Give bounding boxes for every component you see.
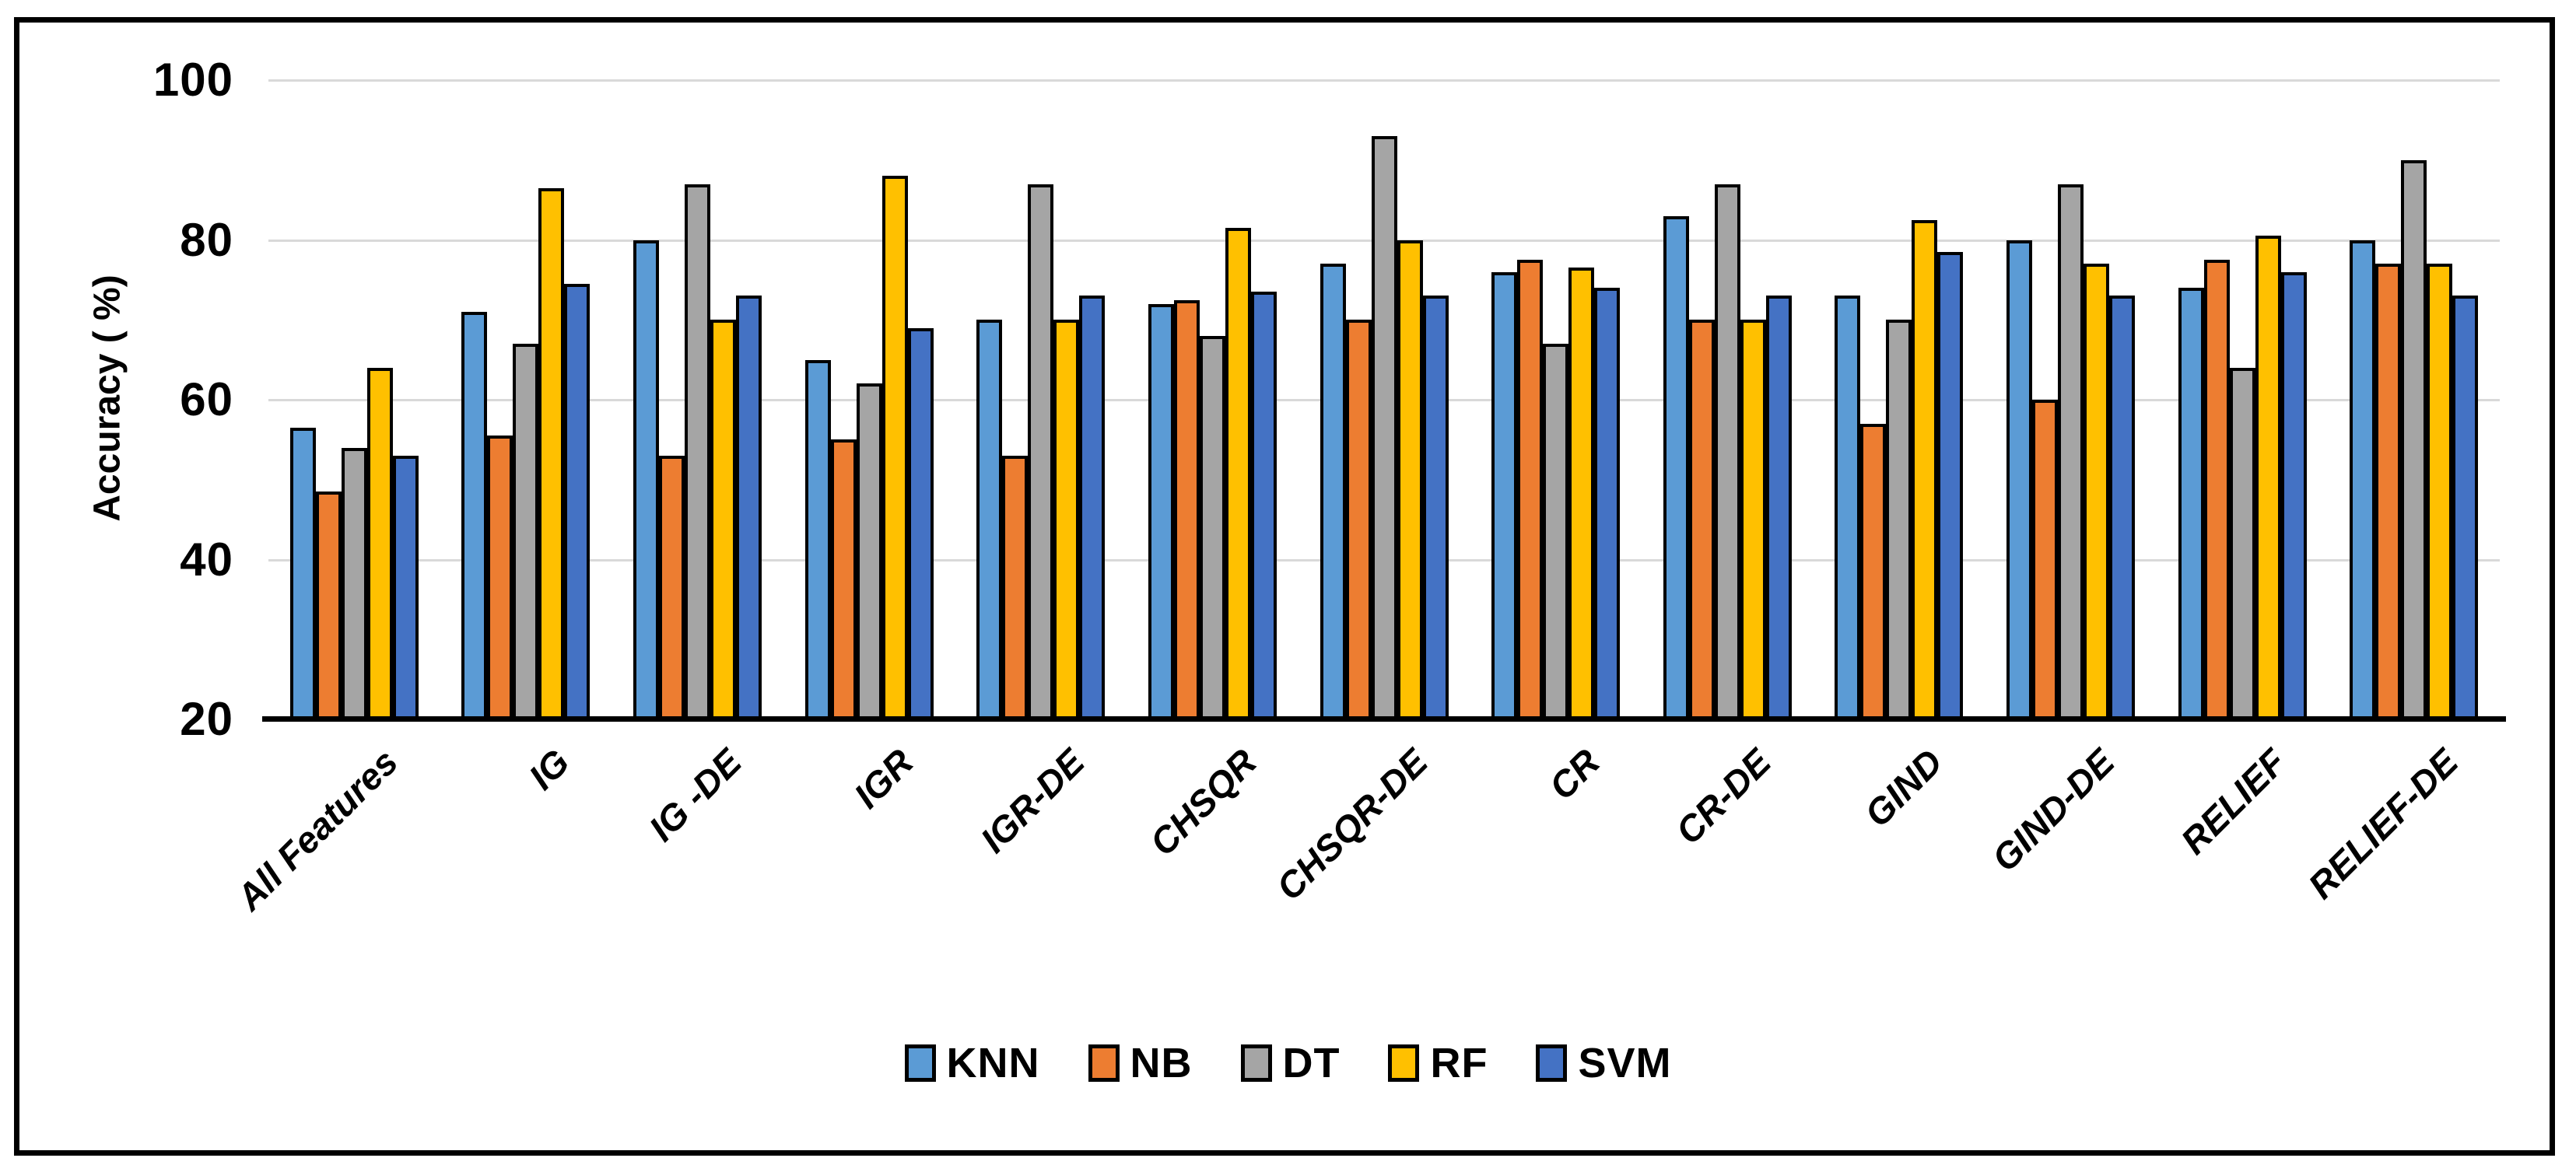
legend-item-knn: KNN (904, 1039, 1040, 1087)
legend-item-svm: SVM (1536, 1039, 1671, 1087)
bar-rf-cr-de (1740, 320, 1766, 719)
bar-dt-relief (2229, 367, 2255, 719)
bar-nb-ig (487, 436, 513, 719)
bar-knn-ig-de (633, 240, 660, 719)
legend-label-knn: KNN (946, 1040, 1040, 1086)
legend-label-svm: SVM (1578, 1040, 1672, 1086)
bar-knn-gind (1835, 296, 1861, 719)
bar-dt-ig (513, 344, 539, 719)
bar-nb-igr-de (1002, 455, 1029, 719)
bar-knn-chsqr-de (1320, 264, 1346, 719)
legend-swatch-rf-icon (1388, 1044, 1420, 1082)
bar-dt-igr-de (1028, 184, 1054, 719)
gridline-100 (268, 79, 2500, 82)
legend-label-nb: NB (1130, 1040, 1193, 1086)
bar-knn-igr (804, 359, 831, 719)
bar-nb-gind-de (2031, 400, 2058, 719)
bar-nb-relief-de (2375, 264, 2402, 719)
bar-nb-chsqr (1173, 299, 1200, 719)
bar-rf-all-features (366, 367, 393, 719)
legend-label-rf: RF (1430, 1040, 1488, 1086)
bar-rf-ig (538, 187, 565, 719)
legend-label-dt: DT (1282, 1040, 1341, 1086)
bar-rf-relief (2255, 236, 2281, 719)
bar-dt-gind-de (2057, 184, 2084, 719)
bar-svm-igr (907, 327, 934, 719)
bar-rf-gind (1912, 219, 1938, 719)
x-axis-line (262, 716, 2506, 722)
bar-rf-cr (1568, 268, 1595, 719)
bar-rf-relief-de (2427, 264, 2453, 719)
bar-svm-relief-de (2452, 296, 2479, 719)
bar-dt-all-features (341, 447, 367, 719)
bar-svm-ig-de (736, 296, 762, 719)
legend-item-rf: RF (1388, 1039, 1488, 1087)
bar-dt-ig-de (685, 184, 711, 719)
y-tick-label-20: 20 (180, 693, 233, 745)
bar-svm-all-features (392, 455, 419, 719)
bar-rf-chsqr (1225, 228, 1251, 719)
bar-svm-ig (564, 284, 591, 719)
bar-knn-igr-de (976, 320, 1003, 719)
y-tick-label-40: 40 (180, 533, 233, 586)
bar-rf-gind-de (2083, 264, 2109, 719)
bar-svm-cr-de (1765, 296, 1792, 719)
bar-rf-ig-de (710, 320, 737, 719)
bar-nb-igr (830, 439, 857, 719)
bar-knn-cr (1491, 271, 1518, 719)
bar-dt-cr (1543, 344, 1569, 719)
bar-dt-gind (1886, 320, 1912, 719)
bar-dt-relief-de (2401, 159, 2427, 719)
legend: KNN NB DT RF SVM (0, 1039, 2576, 1087)
bar-nb-cr (1517, 260, 1544, 719)
bar-nb-chsqr-de (1345, 320, 1372, 719)
bar-svm-gind-de (2108, 296, 2135, 719)
bar-svm-igr-de (1079, 296, 1106, 719)
bar-rf-igr-de (1053, 320, 1080, 719)
bar-knn-ig (461, 311, 488, 719)
bar-knn-relief (2178, 288, 2204, 719)
legend-swatch-nb-icon (1088, 1044, 1120, 1082)
bar-dt-chsqr-de (1371, 135, 1397, 719)
bar-nb-gind (1860, 423, 1887, 719)
bar-rf-chsqr-de (1397, 240, 1423, 719)
bar-knn-all-features (289, 427, 316, 719)
legend-item-dt: DT (1240, 1039, 1341, 1087)
bar-svm-chsqr-de (1422, 296, 1449, 719)
bar-nb-cr-de (1688, 320, 1715, 719)
bar-nb-all-features (315, 492, 342, 719)
legend-swatch-knn-icon (904, 1044, 936, 1082)
bar-nb-relief (2203, 260, 2230, 719)
legend-swatch-svm-icon (1536, 1044, 1568, 1082)
chart-outer-border (14, 17, 2555, 1156)
bar-knn-cr-de (1663, 215, 1689, 719)
legend-swatch-dt-icon (1240, 1044, 1272, 1082)
bar-rf-igr (881, 176, 908, 719)
y-tick-label-100: 100 (152, 54, 233, 106)
bar-nb-ig-de (659, 455, 685, 719)
bar-dt-igr (856, 383, 882, 719)
plot-area (268, 79, 2500, 719)
bar-svm-gind (1937, 251, 1964, 719)
bar-dt-cr-de (1714, 184, 1740, 719)
bar-knn-relief-de (2350, 240, 2376, 719)
bar-dt-chsqr (1199, 335, 1225, 719)
bar-svm-chsqr (1250, 292, 1277, 719)
bar-svm-relief (2280, 271, 2307, 719)
bar-knn-chsqr (1148, 303, 1174, 719)
y-tick-label-80: 80 (180, 213, 233, 266)
y-tick-label-60: 60 (180, 373, 233, 425)
bar-knn-gind-de (2006, 240, 2032, 719)
legend-item-nb: NB (1088, 1039, 1193, 1087)
bar-svm-cr (1594, 288, 1621, 719)
